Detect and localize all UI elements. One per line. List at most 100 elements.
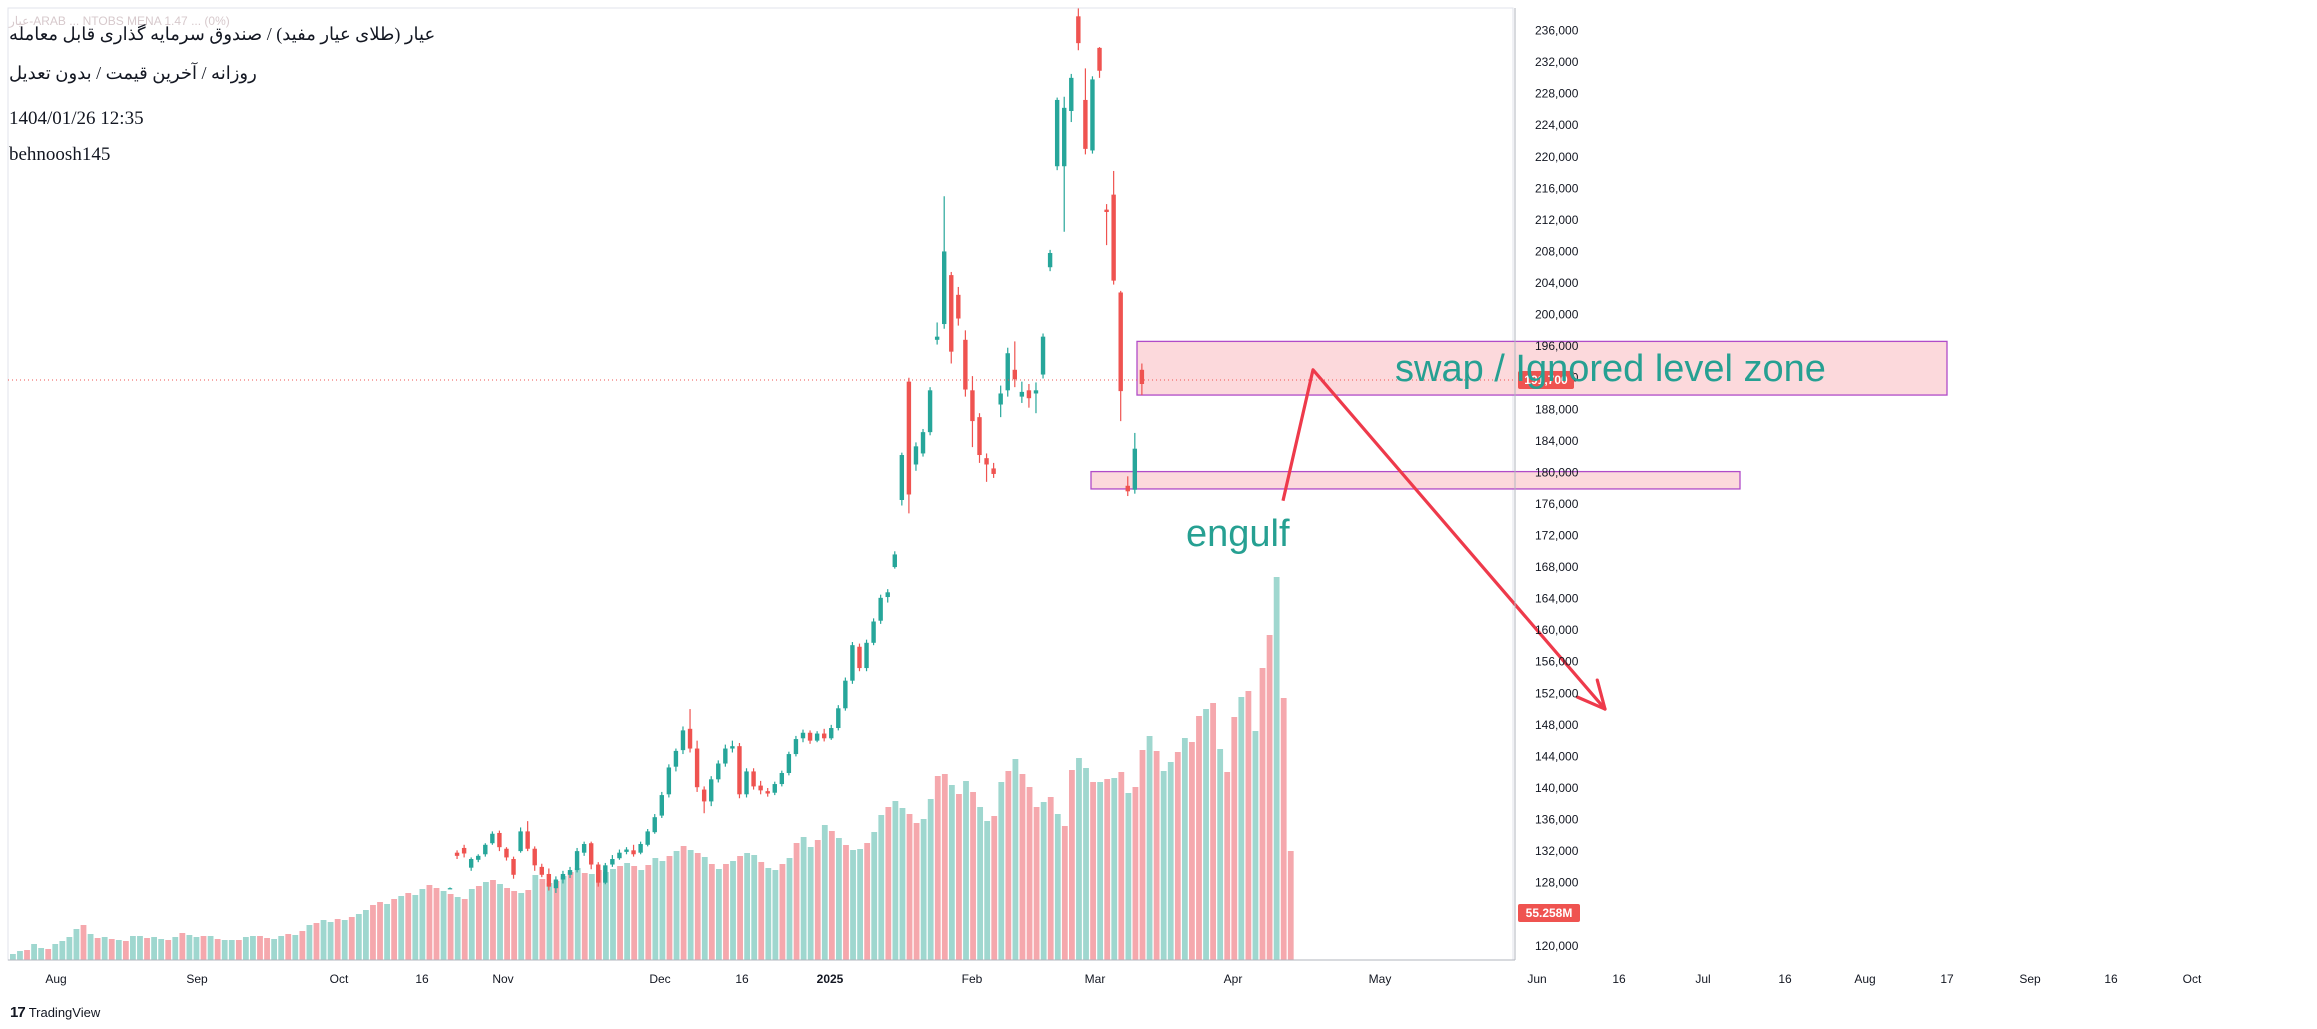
- price-tick-label: 132,000: [1535, 844, 1579, 858]
- volume-bar: [765, 868, 772, 960]
- time-tick-label: Jul: [1695, 972, 1710, 986]
- volume-bar: [334, 919, 341, 960]
- volume-bar: [617, 866, 623, 960]
- volume-bar: [193, 937, 200, 960]
- username-label: behnoosh145: [9, 144, 111, 165]
- price-tick-label: 136,000: [1535, 813, 1579, 827]
- volume-bar: [871, 832, 878, 960]
- candle-body: [539, 866, 544, 875]
- tradingview-logo-icon: 17: [10, 1004, 26, 1021]
- volume-bar: [694, 853, 701, 960]
- volume-bar: [1167, 762, 1174, 960]
- price-tick-label: 128,000: [1535, 876, 1579, 890]
- volume-bar: [250, 936, 256, 960]
- volume-bar: [786, 858, 793, 960]
- volume-bar: [673, 851, 680, 960]
- volume-bar: [363, 910, 369, 960]
- last-volume-tag-label: 55.258M: [1526, 906, 1573, 920]
- volume-bar: [1019, 774, 1026, 960]
- volume-bar: [730, 861, 736, 960]
- candle-body: [737, 746, 742, 795]
- trend-arrow-line[interactable]: [1281, 368, 1607, 711]
- candle-body: [631, 850, 636, 855]
- candle-body: [701, 789, 707, 802]
- candle-body: [807, 732, 813, 741]
- volume-bar: [17, 951, 23, 960]
- candle-body: [998, 393, 1003, 405]
- volume-bar: [843, 845, 849, 960]
- volume-bar: [680, 846, 687, 960]
- candle-body: [1069, 77, 1074, 111]
- last-price-tag-label: 191,700: [1524, 373, 1568, 387]
- volume-bar: [878, 815, 885, 960]
- volume-bar: [836, 838, 842, 960]
- volume-bar: [652, 858, 659, 960]
- candle-body: [504, 848, 509, 858]
- footer-brand[interactable]: 17 TradingView: [10, 1004, 100, 1021]
- volume-bar: [1259, 668, 1266, 960]
- volume-bar: [214, 939, 221, 960]
- volume-bar: [624, 863, 631, 960]
- volume-bar: [1061, 826, 1068, 960]
- candle-body: [814, 733, 820, 741]
- volume-bar: [101, 937, 108, 960]
- candle-body: [744, 771, 749, 795]
- candle-body: [906, 381, 912, 495]
- volume-bar: [892, 801, 899, 960]
- time-tick-label: 16: [1612, 972, 1626, 986]
- volume-bar: [1266, 635, 1273, 960]
- candle-body: [843, 680, 848, 709]
- annotation-texts: swap / Ignored level zone engulf: [1186, 348, 1826, 555]
- last-price-tag: [1518, 371, 1574, 390]
- volume-bar: [454, 897, 461, 960]
- candle-body: [617, 852, 622, 859]
- volume-bar: [638, 870, 645, 960]
- volume-bar: [560, 876, 567, 960]
- volume-bar: [1174, 752, 1181, 960]
- volume-bar: [1012, 759, 1019, 960]
- candle-body: [511, 859, 516, 875]
- volume-bar: [779, 864, 786, 960]
- candle-body: [447, 888, 453, 890]
- volume-bar: [532, 875, 539, 960]
- candle-body: [730, 746, 735, 749]
- volume-bar: [970, 792, 976, 960]
- candle-body: [673, 750, 679, 767]
- time-tick-label: Aug: [1854, 972, 1875, 986]
- candle-body: [1019, 391, 1025, 397]
- zone-rectangle[interactable]: [1090, 470, 1741, 490]
- zone-annotation-text[interactable]: swap / Ignored level zone: [1395, 348, 1826, 390]
- axis-tags: 191,700 55.258M: [1518, 371, 1580, 922]
- candle-body: [963, 339, 968, 390]
- volume-bar: [1196, 716, 1202, 960]
- volume-bar: [645, 865, 652, 960]
- volume-bar: [800, 837, 807, 960]
- engulf-annotation-text[interactable]: engulf: [1186, 513, 1290, 555]
- time-tick-label: Apr: [1224, 972, 1243, 986]
- symbol-title: عیار (طلای عیار مفید) / صندوق سرمایه گذا…: [9, 24, 436, 44]
- candle-body: [490, 833, 495, 844]
- candle-body: [829, 728, 834, 739]
- volume-bar: [793, 843, 800, 960]
- time-tick-label: May: [1369, 972, 1392, 986]
- candle-body: [786, 754, 792, 773]
- volume-bar: [553, 881, 560, 960]
- volume-bar: [137, 936, 143, 960]
- candle-body: [1097, 47, 1102, 71]
- arrow-drawing[interactable]: [1281, 368, 1607, 711]
- volume-bar: [179, 933, 186, 960]
- candle-body: [920, 432, 926, 454]
- chart-settings-text: روزانه / آخرین قیمت / بدون تعدیل: [9, 63, 257, 83]
- volume-bar: [595, 870, 602, 960]
- volume-bar: [59, 941, 66, 960]
- candle-body: [942, 251, 947, 325]
- volume-bar: [158, 939, 165, 960]
- volume-bar: [588, 874, 595, 960]
- candle-body: [1033, 390, 1039, 394]
- candle-body: [864, 642, 869, 669]
- volume-bar: [1090, 782, 1096, 960]
- time-axis[interactable]: Aug Sep Oct 16 Nov Dec 16 2025 Feb Mar Apr May Jun 16…: [8, 959, 2202, 986]
- candle-body: [758, 785, 763, 791]
- volume-bar: [461, 899, 468, 960]
